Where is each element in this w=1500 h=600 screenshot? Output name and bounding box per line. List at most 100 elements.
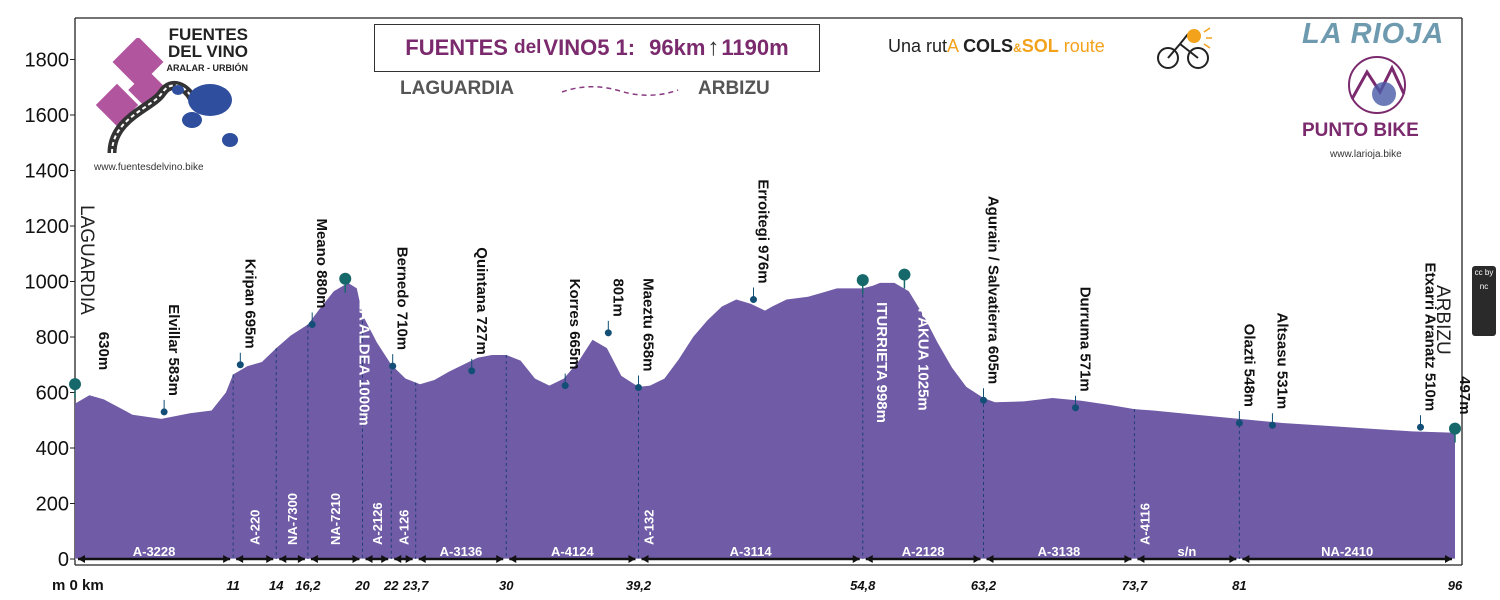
y-tick-label: 1600 xyxy=(25,105,70,127)
x-tick-label: 20 xyxy=(354,578,370,593)
road-arrow-left xyxy=(1242,555,1250,563)
waypoint-marker xyxy=(1235,419,1243,427)
road-label: A-4124 xyxy=(551,544,594,559)
waypoint-label: 801m xyxy=(609,278,626,316)
road-arrow-left xyxy=(279,555,287,563)
waypoint-marker xyxy=(635,384,642,392)
summit-marker xyxy=(1449,422,1461,435)
y-tick-label: 400 xyxy=(36,438,69,460)
road-label: NA-7210 xyxy=(328,493,343,545)
road-label: A-126 xyxy=(396,510,411,545)
x-tick-label: 54,8 xyxy=(850,578,876,593)
x-start-label: m 0 km xyxy=(52,577,104,594)
summit-marker xyxy=(856,274,869,287)
x-tick-label: 81 xyxy=(1232,578,1246,593)
waypoint-label: Agurain / Salvatierra 605m xyxy=(985,196,1002,384)
start-label: LAGUARDIA xyxy=(76,205,97,315)
road-arrow-right xyxy=(223,555,231,563)
cols-sol-logo: Una rutA COLS&SOL route xyxy=(888,36,1105,57)
road-label: A-3228 xyxy=(133,544,176,559)
route-start: LAGUARDIA xyxy=(400,78,514,99)
road-arrow-left xyxy=(1137,555,1145,563)
y-tick-label: 800 xyxy=(36,327,69,349)
cc-license-text: cc by nc xyxy=(1474,268,1494,291)
route-title-box: FUENTES del VINO5 1: 96km ↑ 1190m xyxy=(374,24,820,72)
waypoint-marker xyxy=(1417,423,1424,431)
waypoint-marker xyxy=(980,396,987,404)
la-rioja-title: LA RIOJA xyxy=(1302,18,1445,50)
waypoint-label: Durruma 571m xyxy=(1077,287,1094,392)
road-label: A-220 xyxy=(248,510,263,545)
fuentes-logo-icon xyxy=(95,38,238,154)
title-main: FUENTES xyxy=(405,35,508,60)
y-tick-label: 200 xyxy=(36,494,69,516)
summit-marker xyxy=(339,272,352,285)
logo-line2: DEL VINO xyxy=(168,42,248,61)
waypoint-marker xyxy=(308,321,316,329)
waypoint-marker xyxy=(750,296,757,304)
waypoint-label: Quintana 727m xyxy=(473,247,490,355)
fuentes-url: www.fuentesdelvino.bike xyxy=(94,162,204,173)
larioja-url: www.larioja.bike xyxy=(1330,149,1402,160)
waypoint-marker xyxy=(160,408,168,416)
cc-license-badge: cc by nc xyxy=(1472,266,1496,336)
fuentes-logo-text: FUENTES DEL VINO ARALAR - URBIÓN xyxy=(148,25,249,77)
road-label: NA-2410 xyxy=(1321,544,1373,559)
road-arrow-right xyxy=(973,555,981,563)
road-arrow-right xyxy=(381,555,389,563)
road-arrow-left xyxy=(986,555,994,563)
x-tick-label: 39,2 xyxy=(626,578,652,593)
x-tick-label: 16,2 xyxy=(295,578,321,593)
waypoint-marker xyxy=(236,361,244,369)
road-arrow-left xyxy=(509,555,517,563)
ascent-arrow-icon: ↑ xyxy=(707,34,720,61)
cols-amp: & xyxy=(1013,41,1022,55)
road-label: A-132 xyxy=(642,510,657,545)
cols-word: COLS xyxy=(963,36,1014,56)
waypoint-label: Altsasu 531m xyxy=(1273,313,1290,410)
waypoint-label: Korres 665m xyxy=(566,279,583,370)
road-arrow-right xyxy=(852,555,860,563)
road-arrow-right xyxy=(1445,555,1452,563)
waypoint-label: Meano 880m xyxy=(313,218,330,308)
road-arrow-right xyxy=(628,555,636,563)
waypoint-label: Kripan 695m xyxy=(241,259,258,349)
summit-label: ITURRIETA 998m xyxy=(873,302,890,423)
title-del: del xyxy=(513,37,542,58)
cols-a: A xyxy=(947,36,959,56)
y-tick-label: 600 xyxy=(36,383,69,405)
road-arrow-right xyxy=(405,555,413,563)
summit-label: LA ALDEA 1000m xyxy=(355,301,372,426)
y-tick-label: 1000 xyxy=(25,272,70,294)
waypoint-marker xyxy=(604,329,612,337)
road-label: A-4116 xyxy=(1137,503,1152,545)
logo-line3: ARALAR - URBIÓN xyxy=(166,63,249,73)
x-tick-label: 30 xyxy=(499,578,514,593)
waypoint-marker xyxy=(389,362,397,370)
summit-marker xyxy=(69,378,81,391)
y-tick-label: 0 xyxy=(58,549,69,571)
road-arrow-left xyxy=(236,555,244,563)
road-arrow-right xyxy=(496,555,504,563)
road-arrow-right xyxy=(1124,555,1132,563)
summit-marker xyxy=(898,268,911,281)
title-ascent: 1190m xyxy=(721,35,789,60)
y-tick-label: 1200 xyxy=(25,216,70,238)
road-arrow-right xyxy=(1229,555,1237,563)
waypoint-marker xyxy=(1072,404,1079,412)
x-tick-label: 11 xyxy=(226,578,240,593)
road-label: NA-7300 xyxy=(285,493,300,545)
x-tick-label: 73,7 xyxy=(1122,578,1148,593)
route-end: ARBIZU xyxy=(698,78,770,99)
road-arrow-right xyxy=(352,555,360,563)
waypoint-label: Maeztu 658m xyxy=(640,278,657,371)
summit-label: OPAKUA 1025m xyxy=(914,297,931,411)
road-arrow-left xyxy=(865,555,873,563)
waypoint-label: Olazti 548m xyxy=(1240,324,1257,407)
cyclist-icon xyxy=(1157,27,1212,69)
logo-line1: FUENTES xyxy=(168,25,248,44)
road-label: s/n xyxy=(1178,544,1197,559)
road-label: A-2128 xyxy=(902,544,945,559)
waypoint-marker xyxy=(1268,421,1276,429)
